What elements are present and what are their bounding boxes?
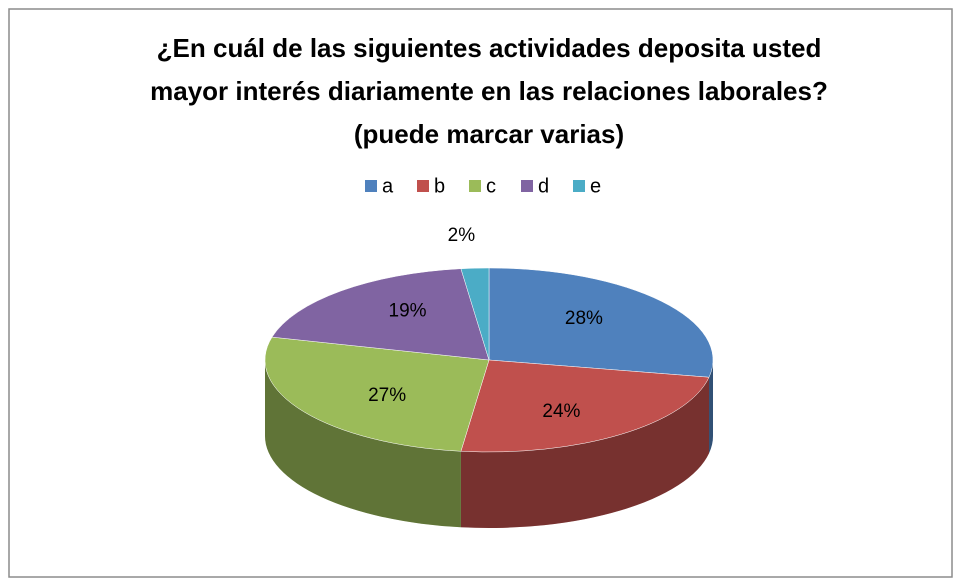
legend-label: d: [538, 175, 549, 197]
legend-label: b: [434, 175, 445, 197]
data-label: 28%: [565, 308, 603, 329]
chart-title: mayor interés diariamente en las relacio…: [150, 76, 828, 106]
pie-slice: [488, 267, 714, 378]
chart-title: (puede marcar varias): [354, 119, 624, 149]
legend-swatch: [417, 180, 429, 192]
legend-swatch: [469, 180, 481, 192]
pie-side-shade: [460, 377, 710, 528]
pie-slice: [271, 268, 490, 361]
pie-side-shade: [265, 360, 461, 528]
pie-side-shade: [709, 360, 713, 454]
pie-side: [460, 377, 710, 528]
pie-slice: [460, 267, 490, 361]
pie-slice: [264, 336, 490, 452]
data-label: 2%: [448, 225, 476, 246]
legend-swatch: [521, 180, 533, 192]
chart-title: ¿En cuál de las siguientes actividades d…: [157, 33, 822, 63]
legend-label: c: [486, 175, 496, 197]
legend-swatch: [573, 180, 585, 192]
legend-label: e: [590, 175, 601, 197]
data-label: 19%: [389, 301, 427, 322]
data-label: 27%: [368, 385, 406, 406]
pie-slice: [460, 359, 710, 453]
pie-side: [709, 360, 713, 454]
data-label: 24%: [542, 401, 580, 422]
legend-label: a: [382, 175, 394, 197]
pie-side: [265, 360, 461, 528]
legend-swatch: [365, 180, 377, 192]
